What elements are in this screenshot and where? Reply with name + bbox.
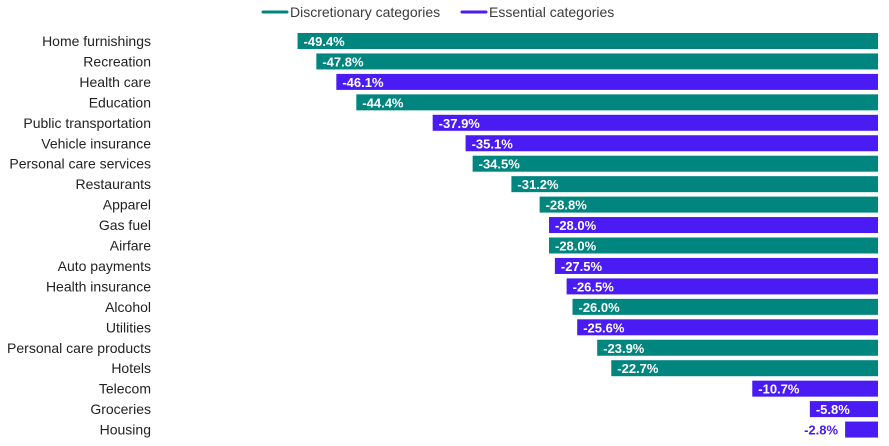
category-label: Hotels	[111, 360, 151, 376]
data-label: -49.4%	[304, 34, 346, 49]
bar-essential	[845, 421, 878, 438]
bar-essential	[577, 319, 878, 336]
data-label: -37.9%	[439, 116, 481, 131]
category-label: Personal care services	[9, 156, 151, 172]
bar-discretionary	[597, 339, 878, 356]
data-label: -44.4%	[362, 95, 404, 110]
bar-discretionary	[356, 94, 878, 111]
bar-essential	[432, 114, 878, 131]
category-label: Health care	[79, 74, 151, 90]
category-labels: Home furnishings Recreation Health care Edu…	[7, 33, 151, 438]
category-label: Airfare	[110, 238, 151, 254]
bar-discretionary	[511, 176, 878, 193]
category-label: Health insurance	[46, 278, 151, 294]
data-label: -5.8%	[816, 402, 850, 417]
chart-legend: Discretionary categories Essential catego…	[261, 4, 614, 20]
category-label: Public transportation	[23, 115, 151, 131]
data-label: -26.0%	[579, 300, 621, 315]
data-label: -28.0%	[555, 239, 597, 254]
data-label: -47.8%	[322, 54, 364, 69]
data-label: -10.7%	[758, 382, 800, 397]
category-label: Alcohol	[105, 299, 151, 315]
data-label: -22.7%	[617, 361, 659, 376]
category-label: Vehicle insurance	[41, 135, 151, 151]
bar-essential	[549, 217, 878, 234]
category-label: Housing	[100, 422, 151, 438]
data-label: -46.1%	[342, 75, 384, 90]
bar-essential	[809, 401, 878, 418]
category-label: Recreation	[83, 53, 151, 69]
data-label: -28.0%	[555, 218, 597, 233]
category-label: Education	[89, 94, 151, 110]
data-label: -27.5%	[561, 259, 603, 274]
legend-label-discretionary: Discretionary categories	[290, 4, 440, 20]
category-label: Auto payments	[58, 258, 151, 274]
bar-essential	[566, 278, 878, 295]
category-label: Groceries	[90, 401, 151, 417]
bar-discretionary	[472, 155, 878, 172]
data-label: -34.5%	[479, 157, 521, 172]
data-label: -26.5%	[573, 279, 615, 294]
category-label: Home furnishings	[42, 33, 151, 49]
category-label: Utilities	[106, 319, 151, 335]
category-label: Gas fuel	[99, 217, 151, 233]
bar-discretionary	[549, 237, 878, 254]
data-label: -23.9%	[603, 341, 645, 356]
bar-discretionary	[316, 53, 879, 70]
bar-essential	[465, 135, 878, 152]
bar-essential	[554, 257, 878, 274]
bar-essential	[336, 73, 878, 90]
bars: -49.4% -47.8% -46.1% -44.4% -37.9% -35.1% -34.…	[297, 33, 879, 438]
category-label: Telecom	[99, 381, 151, 397]
bar-discretionary	[539, 196, 878, 213]
bar-discretionary	[297, 33, 878, 49]
bar-discretionary	[572, 298, 878, 315]
data-label: -28.8%	[546, 198, 588, 213]
legend-label-essential: Essential categories	[489, 4, 614, 20]
bar-essential	[752, 380, 878, 397]
bar-discretionary	[611, 360, 878, 377]
data-label: -31.2%	[517, 177, 559, 192]
data-label: -2.8%	[804, 423, 838, 438]
category-label: Apparel	[103, 197, 151, 213]
data-label: -25.6%	[583, 320, 625, 335]
data-label: -35.1%	[472, 136, 514, 151]
category-label: Personal care products	[7, 340, 151, 356]
category-label: Restaurants	[76, 176, 151, 192]
